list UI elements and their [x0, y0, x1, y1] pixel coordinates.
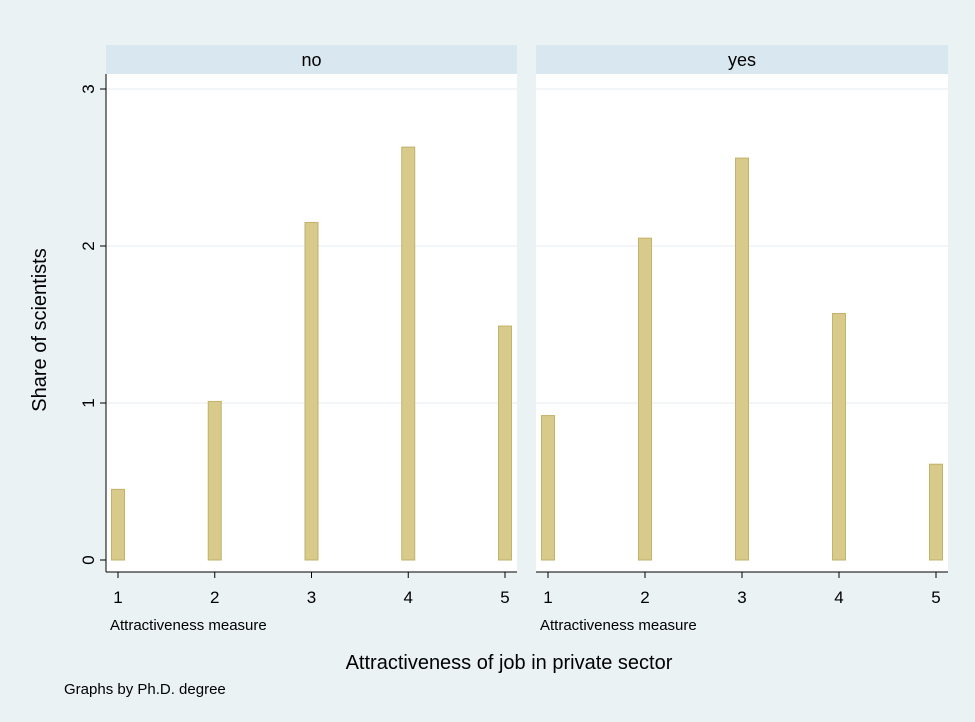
panel-strip: [536, 45, 948, 74]
x-tick-label: 4: [404, 588, 413, 607]
x-tick-label: 1: [113, 588, 122, 607]
panel-title: yes: [728, 50, 756, 70]
y-tick-label: 3: [79, 84, 98, 93]
x-tick-label: 5: [931, 588, 940, 607]
panel-yes: yes 1 2 3 4 5 Attractiveness measure: [536, 45, 948, 634]
bar: [498, 325, 512, 561]
bar: [207, 400, 222, 561]
x-tick-label: 1: [543, 588, 552, 607]
bar: [832, 313, 846, 561]
x-tick-label: 3: [737, 588, 746, 607]
y-axis-title: Share of scientists: [29, 248, 51, 411]
x-tick-label: 3: [307, 588, 316, 607]
bar: [304, 221, 319, 561]
x-tick-label: 2: [210, 588, 219, 607]
bar: [541, 415, 555, 561]
x-axis-title: Attractiveness of job in private sector: [346, 652, 673, 674]
x-tick-label: 2: [640, 588, 649, 607]
x-tick-label: 4: [834, 588, 843, 607]
y-tick-label: 0: [79, 555, 98, 564]
y-tick-label: 1: [79, 398, 98, 407]
graphs-by-note: Graphs by Ph.D. degree: [64, 681, 226, 698]
panel-title: no: [301, 50, 321, 70]
bar: [735, 157, 749, 561]
bar: [401, 146, 416, 561]
panel-x-label: Attractiveness measure: [540, 617, 697, 634]
bar: [111, 488, 125, 561]
bar: [638, 237, 652, 561]
x-tick-label: 5: [500, 588, 509, 607]
panels: no 1 2 3 4 5 Attractiveness measure 0 1 2 3 yes 1 2 3 4…: [79, 45, 948, 634]
panel-strip: [106, 45, 517, 74]
panel-x-label: Attractiveness measure: [110, 617, 267, 634]
panel-no: no 1 2 3 4 5 Attractiveness measure 0 1 2 3: [79, 45, 517, 634]
y-tick-label: 2: [79, 241, 98, 250]
bar: [929, 463, 943, 561]
